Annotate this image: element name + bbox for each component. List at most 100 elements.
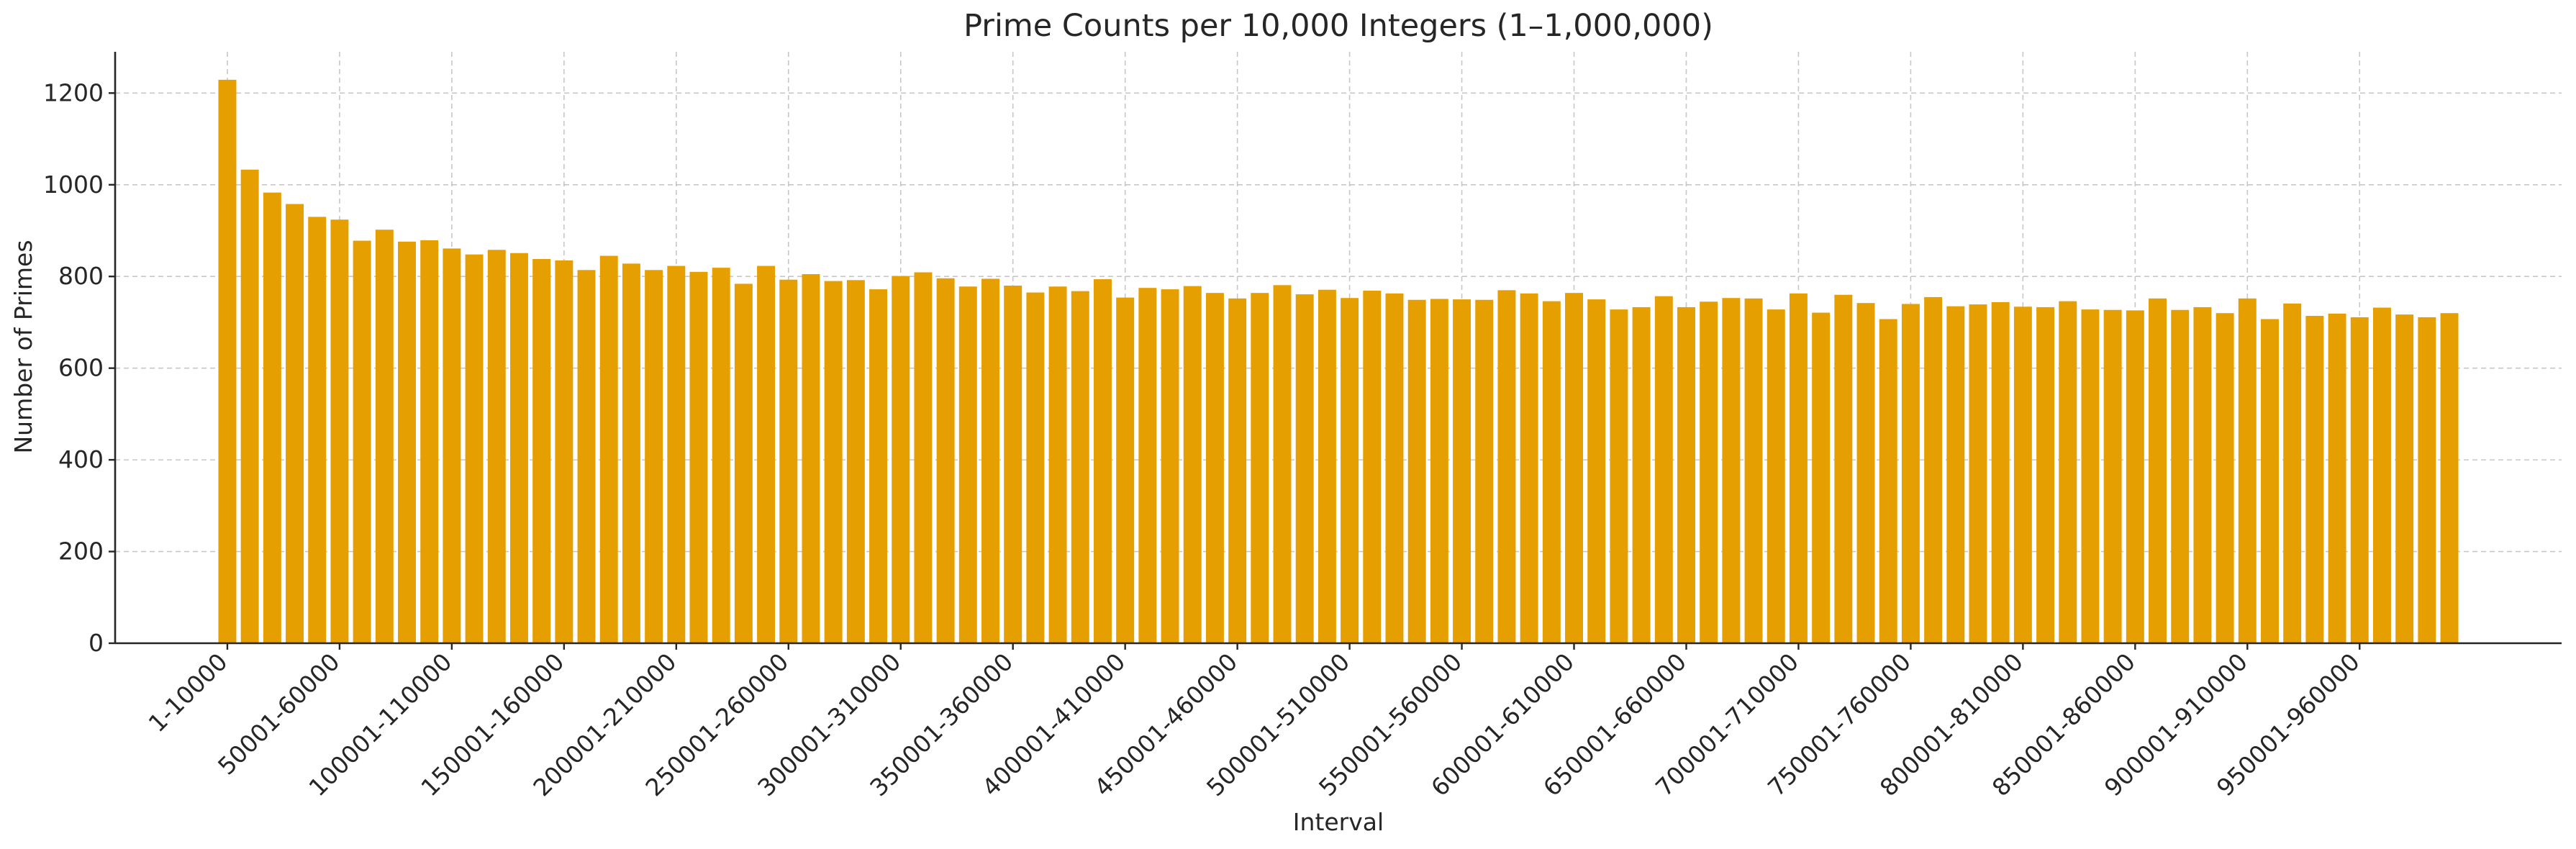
bar	[1453, 299, 1471, 643]
bar	[1475, 299, 1494, 643]
bar	[779, 279, 798, 643]
bar	[1318, 289, 1336, 643]
bar	[712, 268, 730, 643]
bar	[846, 280, 865, 643]
bar	[1722, 298, 1741, 643]
bar	[757, 265, 776, 643]
bar	[1205, 293, 1224, 643]
bar	[1834, 294, 1853, 643]
bar	[1901, 304, 1920, 643]
bar	[1497, 290, 1516, 643]
bar	[353, 240, 371, 643]
bar	[1026, 292, 1045, 643]
bar	[2283, 303, 2302, 643]
bar	[1004, 285, 1022, 643]
bar	[2305, 316, 2324, 643]
bar	[2193, 307, 2212, 643]
bar	[1744, 298, 1763, 643]
bar	[2103, 309, 2122, 643]
bar	[286, 204, 304, 644]
bar	[2059, 301, 2077, 643]
bar	[1071, 291, 1089, 643]
y-tick-label: 200	[58, 537, 104, 566]
bar	[465, 254, 484, 644]
bar	[1116, 297, 1135, 643]
bar	[218, 79, 237, 644]
bars-layer	[218, 79, 2459, 644]
bar	[1610, 309, 1628, 643]
bar	[2036, 307, 2055, 643]
bar	[1094, 279, 1112, 643]
bar	[1407, 299, 1426, 643]
bar	[2261, 319, 2279, 643]
y-tick-label: 800	[58, 262, 104, 290]
y-tick-label: 1000	[43, 171, 104, 199]
bar	[802, 274, 820, 643]
bar	[2372, 307, 2391, 643]
bar	[398, 241, 416, 643]
x-tick-label: 1-10000	[143, 648, 233, 737]
bar	[330, 219, 349, 643]
bar	[577, 270, 596, 643]
bar	[1363, 290, 1382, 643]
bar	[1295, 294, 1314, 643]
x-axis-title: Interval	[1293, 808, 1384, 836]
bar	[1767, 309, 1785, 643]
bar	[2328, 313, 2346, 643]
bar	[2149, 298, 2167, 643]
bar	[1341, 298, 1359, 643]
bar	[734, 283, 753, 643]
bar	[958, 286, 977, 643]
bar	[375, 230, 394, 644]
bar	[2395, 314, 2414, 643]
bar	[420, 240, 439, 643]
bar	[443, 248, 461, 643]
chart-title: Prime Counts per 10,000 Integers (1–1,00…	[963, 8, 1713, 44]
bar	[1183, 286, 1202, 643]
bar	[1632, 307, 1651, 643]
bar	[981, 278, 999, 643]
bar	[824, 281, 843, 643]
bar	[1520, 293, 1538, 643]
bar	[2013, 307, 2032, 643]
axes-layer	[114, 52, 2562, 645]
bar	[1789, 293, 1808, 643]
bar	[1138, 288, 1157, 643]
bar	[1812, 312, 1831, 643]
bar	[892, 276, 910, 643]
bar	[1048, 286, 1067, 643]
bar	[308, 217, 327, 643]
bar	[1542, 301, 1561, 643]
bar	[1251, 293, 1269, 643]
bar	[1700, 301, 1718, 643]
bar	[2126, 310, 2144, 643]
bar	[1677, 307, 1695, 643]
bar	[2418, 317, 2436, 643]
bar	[1430, 299, 1448, 643]
y-axis-title: Number of Primes	[9, 240, 37, 453]
bar	[1856, 303, 1875, 643]
bar	[2238, 298, 2257, 643]
bar	[1273, 285, 1292, 643]
bar	[1991, 301, 2010, 643]
bar	[1587, 299, 1606, 643]
bar	[2171, 309, 2190, 643]
bar	[622, 263, 640, 643]
bar	[1565, 293, 1583, 643]
y-tick-label: 1200	[43, 78, 104, 106]
y-tick-label: 400	[58, 445, 104, 473]
bar	[1946, 306, 1965, 643]
bar	[645, 270, 663, 643]
bar	[1969, 304, 1987, 643]
bar	[1879, 319, 1897, 643]
bar	[689, 271, 708, 643]
bar	[2350, 317, 2369, 643]
bar	[487, 250, 506, 643]
bar	[1161, 289, 1179, 643]
bar	[240, 169, 259, 643]
bar	[509, 253, 528, 644]
bar	[1924, 296, 1943, 643]
bar	[2081, 309, 2100, 643]
bar	[936, 278, 955, 643]
